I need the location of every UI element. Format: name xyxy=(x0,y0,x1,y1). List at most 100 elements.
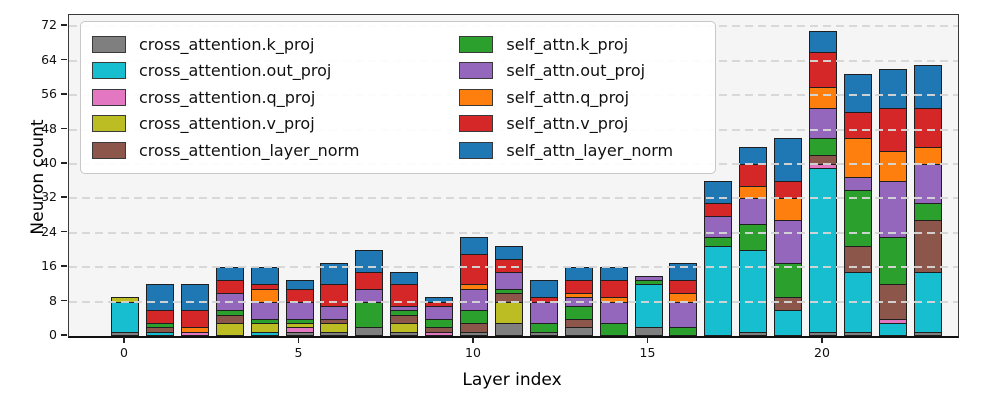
legend-item: cross_attention.out_proj xyxy=(92,58,359,85)
legend-label: self_attn_layer_norm xyxy=(506,140,674,160)
legend-swatch xyxy=(459,115,494,133)
legend: cross_attention.k_proj cross_attention.ou… xyxy=(80,21,717,174)
bar-segment xyxy=(564,318,593,329)
legend-label: self_attn.k_proj xyxy=(506,34,629,54)
bar-segment xyxy=(355,301,384,329)
bar-segment xyxy=(564,305,593,320)
bar-segment xyxy=(669,280,698,294)
bar-segment xyxy=(250,323,279,333)
bar-segment xyxy=(460,310,488,325)
bar-segment xyxy=(669,262,698,282)
legend-swatch xyxy=(92,115,126,133)
bar-segment xyxy=(843,176,872,191)
bar-segment xyxy=(355,250,384,273)
y-tick-label: 40 xyxy=(41,155,57,170)
bar-segment xyxy=(425,318,454,329)
bar-segment xyxy=(809,168,837,333)
bar-segment xyxy=(669,301,698,329)
bar-segment xyxy=(250,267,279,286)
y-tick-mark xyxy=(61,196,67,198)
bar-segment xyxy=(809,52,837,88)
x-tick-mark xyxy=(123,337,125,343)
bar-segment xyxy=(774,310,803,336)
bar-segment xyxy=(809,108,837,140)
bar-segment xyxy=(634,284,663,329)
bar-segment xyxy=(809,155,837,165)
bar-segment xyxy=(285,301,314,320)
bar-segment xyxy=(843,189,872,247)
bar-segment xyxy=(390,323,419,333)
bar-segment xyxy=(599,280,628,299)
y-tick-label: 48 xyxy=(41,120,57,136)
bar-segment xyxy=(145,284,174,312)
bar-segment xyxy=(704,202,733,217)
bar-segment xyxy=(878,323,907,336)
bar-segment xyxy=(564,297,593,307)
bar-segment xyxy=(878,284,907,320)
bar-segment xyxy=(460,237,488,256)
legend-label: cross_attention.q_proj xyxy=(139,87,316,107)
legend-label: cross_attention.out_proj xyxy=(139,61,332,81)
y-tick-label: 64 xyxy=(41,51,57,67)
legend-swatch xyxy=(92,141,126,159)
y-tick-mark xyxy=(61,127,67,130)
bar-segment xyxy=(390,284,419,307)
bar-segment xyxy=(285,280,314,290)
y-tick-mark xyxy=(61,265,67,267)
legend-swatch xyxy=(459,62,494,80)
bar-segment xyxy=(843,73,872,114)
bar-segment xyxy=(320,323,349,333)
bar-segment xyxy=(913,271,942,333)
y-tick-mark xyxy=(61,24,67,26)
bar-segment xyxy=(809,30,837,54)
bar-segment xyxy=(320,305,349,320)
bar-segment xyxy=(320,262,349,286)
legend-label: self_attn.v_proj xyxy=(506,114,629,134)
x-tick-mark xyxy=(297,337,300,343)
bar-segment xyxy=(599,267,628,282)
bar-segment xyxy=(774,198,803,221)
legend-label: cross_attention_layer_norm xyxy=(139,140,360,160)
bar-segment xyxy=(494,293,523,303)
bar-segment xyxy=(111,297,139,303)
bar-segment xyxy=(215,267,244,282)
bar-segment xyxy=(634,327,663,336)
bar-segment xyxy=(704,245,733,336)
legend-item: cross_attention_layer_norm xyxy=(92,137,359,164)
legend-item: self_attn_layer_norm xyxy=(459,137,673,164)
bar-segment xyxy=(774,181,803,200)
legend-label: cross_attention.v_proj xyxy=(139,114,315,134)
bar-segment xyxy=(425,305,454,320)
x-tick-label: 20 xyxy=(814,345,830,360)
bar-segment xyxy=(494,271,523,290)
x-tick-label: 5 xyxy=(294,345,303,360)
bar-segment xyxy=(355,327,384,336)
bar-segment xyxy=(215,314,244,325)
bar-segment xyxy=(669,293,698,303)
bar-segment xyxy=(774,138,803,183)
bar-segment xyxy=(878,151,907,183)
legend-swatch xyxy=(459,88,494,106)
bar-segment xyxy=(669,327,698,336)
bar-segment xyxy=(250,288,279,303)
bar-segment xyxy=(913,146,942,165)
bar-segment xyxy=(739,185,768,200)
bar-segment xyxy=(704,237,733,247)
bar-segment xyxy=(494,323,523,336)
bar-segment xyxy=(913,202,942,221)
bar-segment xyxy=(564,267,593,282)
bar-segment xyxy=(739,164,768,187)
y-tick-mark xyxy=(61,299,67,302)
bar-segment xyxy=(460,323,488,333)
bar-segment xyxy=(878,69,907,110)
bar-segment xyxy=(320,284,349,307)
bar-segment xyxy=(390,271,419,286)
bar-segment xyxy=(599,301,628,325)
bar-segment xyxy=(494,258,523,273)
bar-segment xyxy=(529,301,558,325)
y-tick-label: 0 xyxy=(49,327,57,342)
bar-segment xyxy=(739,198,768,226)
bar-segment xyxy=(774,262,803,299)
bar-segment xyxy=(215,280,244,294)
